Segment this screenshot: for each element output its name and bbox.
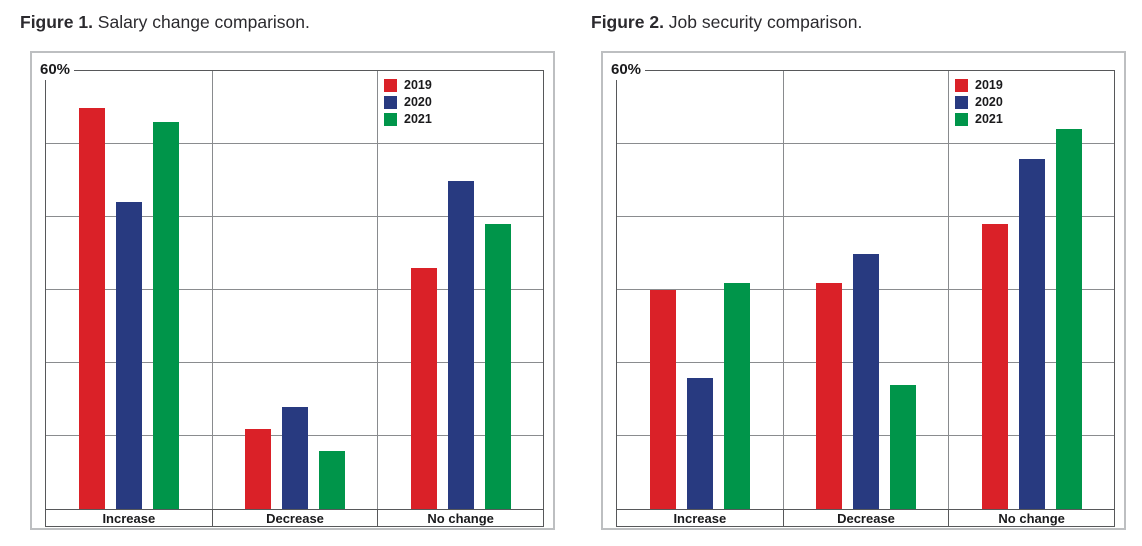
y-axis-max-label: 60% [39,62,75,80]
bar-2021-increase [152,122,179,509]
plot-area: 2019 2020 2021 60% [39,62,544,510]
legend-swatch-2019 [384,79,397,92]
bar-group-decrease [211,71,378,509]
bar-2019-increase [78,107,105,509]
bar-2019-no-change [410,268,437,509]
bar-groups [46,71,543,509]
chart-frame: 2019 2020 2021 60% Increase Decrease No chan… [601,51,1126,530]
gridline-30 [46,289,543,290]
bar-group-no-change [948,71,1114,509]
legend-item-2019: 2019 [384,79,432,92]
bar-2021-no-change [1055,129,1082,509]
bar-2020-increase [686,377,713,509]
legend-label-2019: 2019 [404,78,432,92]
bar-2019-no-change [981,224,1008,509]
bar-2021-decrease [318,450,345,509]
figure-2-caption: Figure 2. Job security comparison. [591,12,862,32]
legend-label-2020: 2020 [404,95,432,109]
legend-item-2021: 2021 [955,113,1003,126]
category-label-no-change: No change [377,510,543,526]
bar-2020-decrease [852,253,879,509]
bar-group-increase [617,71,783,509]
legend-item-2020: 2020 [955,96,1003,109]
figure-1-caption: Figure 1. Salary change comparison. [20,12,310,32]
legend: 2019 2020 2021 [384,79,432,126]
gridline-40 [46,216,543,218]
legend-swatch-2019 [955,79,968,92]
legend-label-2019: 2019 [975,78,1003,92]
bar-2021-no-change [484,224,511,509]
category-label-increase: Increase [102,510,156,526]
legend-swatch-2020 [384,96,397,109]
bar-2019-decrease [244,428,271,509]
legend-swatch-2021 [955,113,968,126]
category-axis: Increase Decrease No change [616,509,1115,527]
plot-area: 2019 2020 2021 60% [610,62,1115,510]
bar-2020-no-change [447,180,474,509]
bar-groups [617,71,1114,509]
legend: 2019 2020 2021 [955,79,1003,126]
figure-1-panel: Figure 1. Salary change comparison. 2019… [18,10,558,542]
chart-frame: 2019 2020 2021 60% Increase Decrease No chan… [30,51,555,530]
bar-2020-increase [115,202,142,509]
bar-group-increase [46,71,212,509]
figure-2-panel: Figure 2. Job security comparison. 2019 2… [589,10,1129,542]
legend-item-2021: 2021 [384,113,432,126]
caption-text: Job security comparison. [663,12,863,32]
legend-item-2019: 2019 [955,79,1003,92]
gridline-40 [617,216,1114,218]
category-label-increase: Increase [673,510,727,526]
legend-label-2021: 2021 [975,112,1003,126]
bar-2019-increase [649,290,676,509]
bar-2020-no-change [1018,158,1045,509]
legend-label-2021: 2021 [404,112,432,126]
gridline-50 [46,143,543,144]
category-axis: Increase Decrease No change [45,509,544,527]
gridline-50 [617,143,1114,144]
category-label-decrease: Decrease [782,510,949,526]
category-label-decrease: Decrease [211,510,378,526]
caption-text: Salary change comparison. [92,12,310,32]
bar-group-decrease [782,71,949,509]
bar-2021-increase [723,282,750,509]
bar-2019-decrease [815,282,842,509]
legend-swatch-2021 [384,113,397,126]
bar-2021-decrease [889,384,916,509]
bar-group-no-change [377,71,543,509]
category-label-no-change: No change [948,510,1114,526]
gridline-20 [46,362,543,364]
y-axis-max-label: 60% [610,62,646,80]
legend-item-2020: 2020 [384,96,432,109]
bar-2020-decrease [281,406,308,509]
caption-number: Figure 2. [591,12,664,32]
legend-swatch-2020 [955,96,968,109]
caption-number: Figure 1. [20,12,93,32]
legend-label-2020: 2020 [975,95,1003,109]
